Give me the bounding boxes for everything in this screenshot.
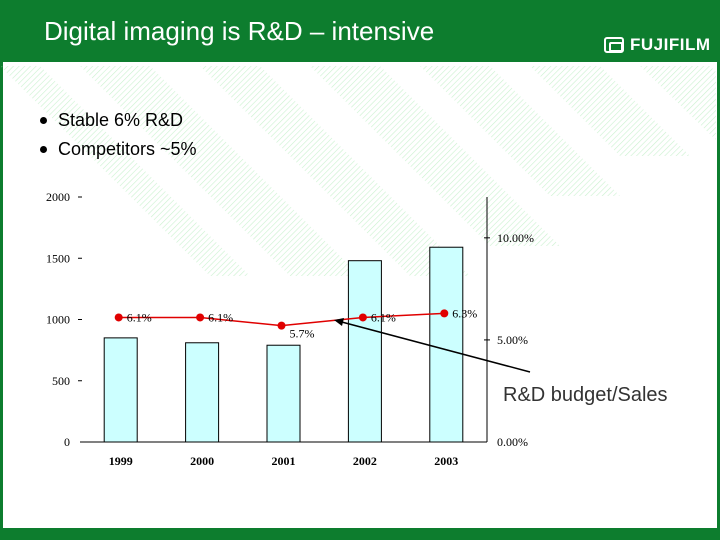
- y2-tick-label: 0.00%: [497, 435, 528, 449]
- data-label: 6.1%: [208, 310, 233, 324]
- line-point: [114, 313, 123, 322]
- callout-label: R&D budget/Sales: [503, 384, 668, 406]
- bar: [185, 342, 220, 443]
- slide-title: Digital imaging is R&D – intensive: [44, 16, 435, 46]
- y-tick-label: 1500: [46, 251, 70, 265]
- bar: [266, 344, 301, 443]
- callout-pointer: [337, 320, 531, 373]
- arrow-icon: [334, 318, 344, 326]
- y-tick-label: 1000: [46, 313, 70, 327]
- slide-header: Digital imaging is R&D – intensive FUJIF…: [0, 0, 720, 62]
- data-label: 6.3%: [452, 306, 477, 320]
- x-tick-label: 1999: [109, 454, 133, 468]
- bullet-icon: [40, 117, 47, 124]
- logo-text: FUJIFILM: [630, 35, 711, 54]
- bullet-item: Competitors ~5%: [40, 135, 197, 164]
- y-tick-label: 500: [52, 374, 70, 388]
- bar: [347, 260, 382, 443]
- bullet-list: Stable 6% R&D Competitors ~5%: [40, 106, 197, 164]
- x-tick-label: 2001: [272, 454, 296, 468]
- left-border: [0, 62, 3, 528]
- line-point: [440, 309, 449, 318]
- brand-logo: FUJIFILM: [604, 34, 711, 56]
- bar: [429, 246, 464, 443]
- line-point: [277, 321, 286, 330]
- y-tick-label: 2000: [46, 190, 70, 204]
- data-label: 5.7%: [290, 327, 315, 341]
- x-tick-label: 2000: [190, 454, 214, 468]
- x-tick-label: 2003: [434, 454, 458, 468]
- data-label: 6.1%: [127, 310, 152, 324]
- fuji-logo-icon: [604, 37, 624, 53]
- bar: [103, 337, 138, 443]
- y2-tick-label: 10.00%: [497, 231, 534, 245]
- y2-tick-label: 5.00%: [497, 333, 528, 347]
- data-label: 6.1%: [371, 310, 396, 324]
- x-tick-label: 2002: [353, 454, 377, 468]
- right-border: [717, 62, 720, 528]
- footer-bar: [0, 528, 720, 540]
- bullet-icon: [40, 146, 47, 153]
- line-point: [196, 313, 205, 322]
- y-tick-label: 0: [64, 435, 70, 449]
- line-point: [358, 313, 367, 322]
- bullet-item: Stable 6% R&D: [40, 106, 197, 135]
